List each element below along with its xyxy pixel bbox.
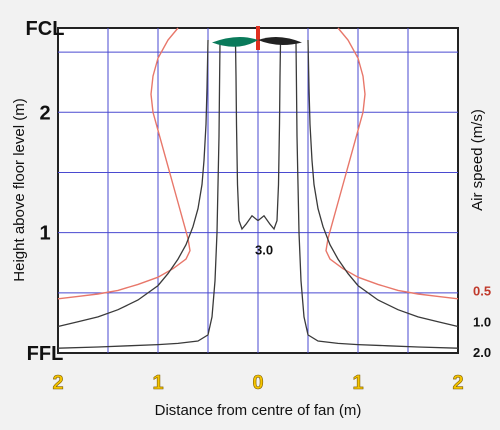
contour-label: 0.5	[473, 283, 491, 298]
y-tick-label: 1	[39, 223, 50, 245]
series-line-1.0-right	[307, 39, 459, 328]
right-axis-label: Air speed (m/s)	[469, 109, 486, 211]
grid	[58, 28, 458, 353]
series-line-3.0-left	[234, 42, 259, 231]
x-tick-label: 2	[452, 372, 463, 394]
contour-label: 2.0	[473, 345, 491, 360]
x-tick-label: 0	[252, 372, 263, 394]
x-tick-label: 2	[52, 372, 63, 394]
x-axis-label: Distance from centre of fan (m)	[155, 402, 362, 419]
series-line-2.0-left	[57, 42, 221, 349]
y-tick-label: FCL	[26, 18, 65, 40]
series-line-1.0-left	[57, 39, 209, 328]
series-line-3.0-right	[257, 42, 282, 231]
tick-labels: FFL 1 2 FCL 2 1 0 1 2	[26, 18, 464, 394]
y-tick-label: 2	[39, 102, 50, 124]
y-tick-label: FFL	[27, 343, 64, 365]
fan-blade-right	[258, 36, 302, 45]
x-tick-label: 1	[352, 372, 363, 394]
fan-rod	[256, 26, 260, 50]
series-line-0.5-right	[325, 27, 459, 300]
fan-icon	[212, 26, 302, 50]
x-tick-label: 1	[152, 372, 163, 394]
contour-label: 1.0	[473, 315, 491, 330]
contour-label: 3.0	[255, 242, 273, 257]
fan-blade-left	[212, 36, 258, 47]
contour-labels: 3.0 0.5 1.0 2.0	[255, 242, 491, 359]
series-line-2.0-right	[295, 42, 459, 349]
series-line-0.5-left	[57, 27, 191, 300]
series-group	[57, 27, 459, 349]
y-axis-label: Height above floor level (m)	[11, 98, 28, 281]
